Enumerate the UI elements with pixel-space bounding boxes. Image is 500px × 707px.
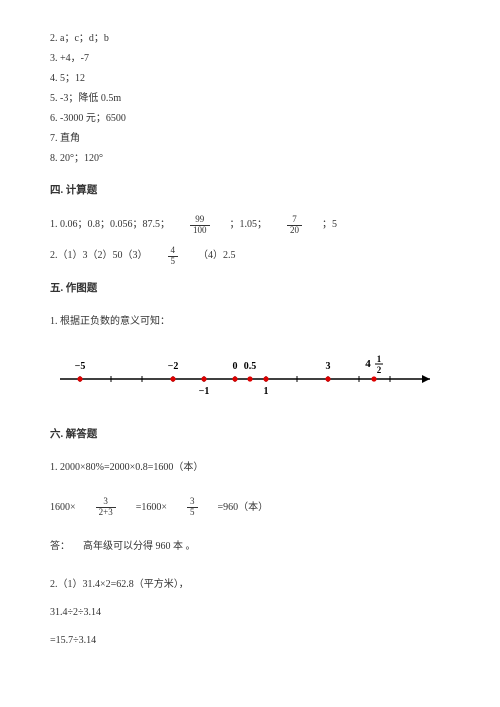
sec6-q1-frac1: 3 2+3 xyxy=(96,497,116,518)
answer-5: 5. -3；降低 0.5m xyxy=(50,90,450,108)
svg-text:3: 3 xyxy=(326,361,331,372)
svg-text:−5: −5 xyxy=(75,361,86,372)
sec4-q1-frac2: 7 20 xyxy=(287,215,302,236)
frac-den: 2+3 xyxy=(96,508,116,518)
section-6-title: 六. 解答题 xyxy=(50,426,450,445)
frac-den: 5 xyxy=(187,508,198,518)
sec4-q2-pre: 2.（1）3（2）50（3） xyxy=(50,247,148,265)
answer-2: 2. a；c；d；b xyxy=(50,30,450,48)
answer-6: 6. -3000 元；6500 xyxy=(50,110,450,128)
svg-text:0.5: 0.5 xyxy=(244,361,257,372)
sec4-q1-post: ；5 xyxy=(322,216,337,234)
sec4-q2-post: （4）2.5 xyxy=(198,247,236,265)
answer-7: 7. 直角 xyxy=(50,130,450,148)
answer-4: 4. 5；12 xyxy=(50,70,450,88)
sec6-q2-line2: 31.4÷2÷3.14 xyxy=(50,604,450,622)
answer-3: 3. +4，-7 xyxy=(50,50,450,68)
section-5-title: 五. 作图题 xyxy=(50,280,450,299)
frac-num: 4 xyxy=(168,246,179,257)
answer-label: 答： xyxy=(50,541,70,552)
sec6-q2-line3: =15.7÷3.14 xyxy=(50,632,450,650)
sec4-q2: 2.（1）3（2）50（3） 4 5 （4）2.5 xyxy=(50,246,450,267)
sec6-q2-line1: 2.（1）31.4×2=62.8（平方米）， xyxy=(50,576,450,594)
svg-text:1: 1 xyxy=(264,386,269,397)
frac-den: 20 xyxy=(287,226,302,236)
sec6-q1-l2-pre: 1600× xyxy=(50,499,76,517)
svg-text:4: 4 xyxy=(365,358,371,370)
sec4-q2-frac: 4 5 xyxy=(168,246,179,267)
svg-text:1: 1 xyxy=(377,354,382,364)
svg-text:−1: −1 xyxy=(199,386,210,397)
number-line: −5−2−100.513412 xyxy=(50,349,450,412)
sec5-q1-text: 1. 根据正负数的意义可知： xyxy=(50,313,450,331)
svg-text:−2: −2 xyxy=(168,361,179,372)
frac-den: 100 xyxy=(190,226,210,236)
sec6-q1-l2-post: =960（本） xyxy=(218,499,269,517)
sec4-q1-frac1: 99 100 xyxy=(190,215,210,236)
section-4-title: 四. 计算题 xyxy=(50,182,450,201)
sec6-q1-frac2: 3 5 xyxy=(187,497,198,518)
svg-text:0: 0 xyxy=(233,361,238,372)
number-line-svg: −5−2−100.513412 xyxy=(50,349,450,405)
answer-text: 高年级可以分得 960 本 。 xyxy=(83,541,196,552)
sec4-q1: 1. 0.06；0.8；0.056；87.5； 99 100 ；1.05； 7 … xyxy=(50,215,450,236)
sec6-q1-line1: 1. 2000×80%=2000×0.8=1600（本） xyxy=(50,459,450,477)
sec6-q1-l2-mid: =1600× xyxy=(136,499,167,517)
sec6-q1-answer: 答： 高年级可以分得 960 本 。 xyxy=(50,538,450,556)
frac-den: 5 xyxy=(168,257,179,267)
sec4-q1-pre: 1. 0.06；0.8；0.056；87.5； xyxy=(50,216,170,234)
sec4-q1-mid: ；1.05； xyxy=(230,216,268,234)
sec6-q1-line2: 1600× 3 2+3 =1600× 3 5 =960（本） xyxy=(50,497,450,518)
answer-8: 8. 20°；120° xyxy=(50,150,450,168)
svg-text:2: 2 xyxy=(377,365,382,375)
